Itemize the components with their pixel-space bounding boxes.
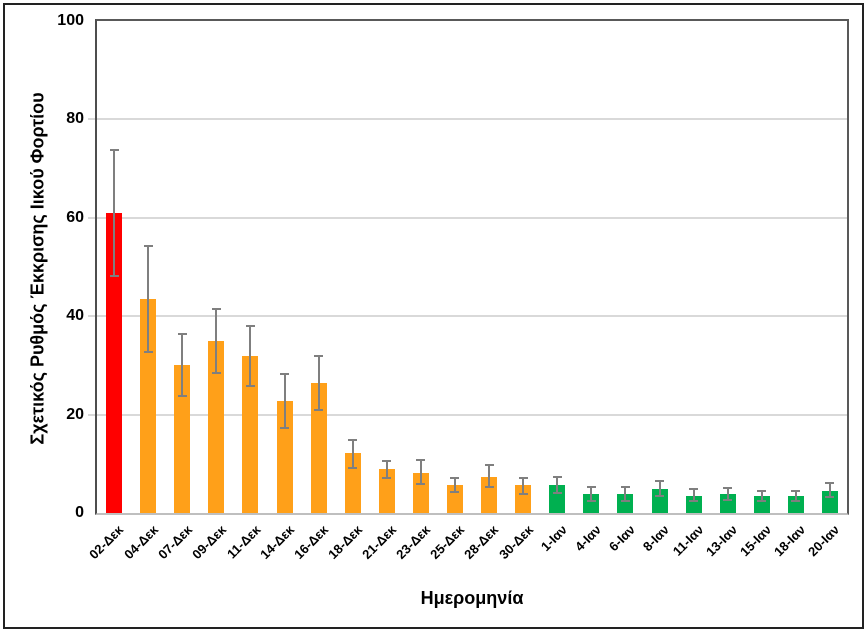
error-cap-top-11-Δεκ: [245, 325, 255, 328]
error-cap-top-16-Δεκ: [314, 354, 324, 357]
y-tick-mark-40: [88, 315, 95, 318]
bar-16-Δεκ: [310, 383, 327, 513]
bar-09-Δεκ: [208, 340, 225, 513]
bar-14-Δεκ: [276, 401, 293, 513]
bar-30-Δεκ: [515, 485, 532, 513]
error-cap-bottom-20-Ιαν: [825, 496, 835, 499]
error-cap-bottom-23-Δεκ: [416, 483, 426, 486]
error-cap-top-11-Ιαν: [689, 488, 699, 491]
error-whisker-13-Ιαν: [726, 487, 729, 501]
y-tick-mark-80: [88, 118, 95, 121]
bar-6-Ιαν: [617, 494, 634, 513]
error-cap-bottom-18-Ιαν: [791, 499, 801, 502]
error-whisker-11-Ιαν: [692, 488, 695, 503]
error-cap-bottom-25-Δεκ: [450, 491, 460, 494]
error-whisker-28-Δεκ: [488, 463, 491, 489]
error-whisker-14-Δεκ: [283, 373, 286, 429]
error-cap-top-04-Δεκ: [143, 244, 153, 247]
error-whisker-20-Ιαν: [828, 481, 831, 499]
x-axis-title: Ημερομηνία: [420, 588, 524, 608]
error-whisker-8-Ιαν: [658, 479, 661, 498]
error-cap-top-18-Ιαν: [791, 490, 801, 493]
error-cap-bottom-1-Ιαν: [552, 492, 562, 495]
error-whisker-11-Δεκ: [249, 325, 252, 387]
error-whisker-21-Δεκ: [385, 459, 388, 479]
error-cap-bottom-8-Ιαν: [655, 495, 664, 498]
error-whisker-25-Δεκ: [453, 476, 456, 494]
y-tick-label-80: 80: [66, 110, 84, 128]
gridline-y40: [97, 315, 847, 318]
error-cap-top-15-Ιαν: [757, 490, 767, 493]
y-tick-label-0: 0: [75, 504, 84, 521]
error-cap-top-6-Ιαν: [620, 486, 630, 489]
error-cap-top-25-Δεκ: [450, 476, 460, 479]
error-cap-bottom-4-Ιαν: [586, 500, 596, 503]
error-cap-bottom-6-Ιαν: [620, 499, 630, 502]
error-cap-top-14-Δεκ: [280, 373, 289, 376]
error-cap-bottom-11-Δεκ: [245, 384, 255, 387]
y-tick-mark-60: [88, 216, 95, 219]
bar-07-Δεκ: [174, 365, 191, 513]
error-cap-bottom-13-Ιαν: [723, 498, 733, 501]
error-whisker-09-Δεκ: [215, 307, 218, 375]
error-whisker-1-Ιαν: [556, 475, 559, 495]
error-cap-top-4-Ιαν: [586, 485, 596, 488]
bar-23-Δεκ: [412, 472, 429, 513]
error-cap-bottom-07-Δεκ: [177, 395, 187, 398]
bar-02-Δεκ: [106, 212, 123, 513]
error-cap-bottom-30-Δεκ: [518, 493, 528, 496]
error-cap-bottom-09-Δεκ: [211, 372, 221, 375]
error-whisker-16-Δεκ: [317, 354, 320, 412]
bar-28-Δεκ: [481, 476, 498, 513]
error-cap-top-8-Ιαν: [655, 479, 664, 482]
error-whisker-6-Ιαν: [624, 486, 627, 502]
error-cap-top-20-Ιαν: [825, 481, 835, 484]
error-cap-bottom-15-Ιαν: [757, 499, 767, 502]
y-tick-label-60: 60: [66, 208, 84, 226]
error-cap-top-18-Δεκ: [348, 439, 358, 442]
y-tick-label-20: 20: [66, 405, 84, 423]
error-cap-top-1-Ιαν: [552, 475, 562, 478]
error-whisker-23-Δεκ: [419, 458, 422, 486]
bar-21-Δεκ: [378, 468, 395, 513]
gridline-y60: [97, 216, 847, 219]
error-whisker-30-Δεκ: [522, 476, 525, 496]
error-cap-top-28-Δεκ: [484, 463, 494, 466]
y-tick-mark-20: [88, 413, 95, 416]
error-whisker-4-Ιαν: [590, 485, 593, 503]
error-cap-bottom-02-Δεκ: [109, 274, 119, 277]
error-cap-bottom-28-Δεκ: [484, 486, 494, 489]
plot-area: [88, 19, 849, 515]
error-whisker-02-Δεκ: [113, 148, 116, 277]
error-whisker-07-Δεκ: [181, 333, 184, 398]
y-tick-label-100: 100: [57, 12, 84, 29]
error-cap-bottom-14-Δεκ: [280, 426, 289, 429]
error-cap-bottom-11-Ιαν: [689, 500, 699, 503]
error-whisker-18-Δεκ: [351, 439, 354, 470]
bar-11-Δεκ: [242, 355, 259, 513]
error-cap-bottom-21-Δεκ: [382, 476, 392, 479]
error-cap-bottom-04-Δεκ: [143, 351, 153, 354]
gridline-y80: [97, 118, 847, 121]
y-tick-label-40: 40: [66, 307, 84, 325]
error-cap-top-07-Δεκ: [177, 333, 187, 336]
error-whisker-04-Δεκ: [147, 244, 150, 354]
error-whisker-18-Ιαν: [794, 490, 797, 502]
error-cap-bottom-16-Δεκ: [314, 409, 324, 412]
bar-4-Ιαν: [583, 494, 600, 513]
error-cap-top-23-Δεκ: [416, 458, 426, 461]
error-cap-top-21-Δεκ: [382, 459, 392, 462]
error-cap-top-02-Δεκ: [109, 148, 119, 151]
error-whisker-15-Ιαν: [760, 490, 763, 502]
error-cap-top-13-Ιαν: [723, 487, 733, 490]
gridline-y20: [97, 413, 847, 416]
error-cap-top-30-Δεκ: [518, 476, 528, 479]
error-cap-bottom-18-Δεκ: [348, 467, 358, 470]
error-cap-top-09-Δεκ: [211, 307, 221, 310]
